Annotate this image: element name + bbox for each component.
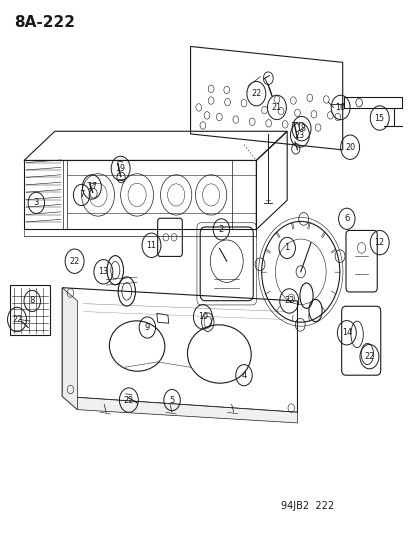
Text: 6: 6 (343, 214, 349, 223)
Text: 23: 23 (294, 131, 304, 140)
Text: 22: 22 (69, 257, 80, 265)
Text: 5: 5 (169, 395, 174, 405)
Text: 22: 22 (12, 315, 22, 324)
Text: 9: 9 (145, 323, 150, 332)
Text: 22: 22 (251, 89, 261, 98)
Text: 13: 13 (98, 268, 108, 276)
Text: 17: 17 (87, 182, 97, 191)
Text: 3: 3 (33, 198, 39, 207)
Text: 21: 21 (271, 103, 281, 112)
Polygon shape (62, 397, 297, 423)
Text: 8: 8 (29, 296, 35, 305)
Text: 22: 22 (123, 395, 134, 405)
Text: 22: 22 (283, 296, 294, 305)
Text: 94JB2  222: 94JB2 222 (280, 502, 333, 512)
Text: 18: 18 (296, 124, 306, 133)
Text: 2: 2 (218, 225, 223, 234)
Polygon shape (62, 288, 77, 410)
Text: 7: 7 (79, 190, 84, 199)
Text: 20: 20 (344, 143, 354, 152)
Text: 11: 11 (146, 241, 156, 250)
Text: 12: 12 (374, 238, 384, 247)
Text: 22: 22 (363, 352, 374, 361)
Text: 1: 1 (284, 244, 289, 253)
Text: 16: 16 (335, 103, 345, 112)
Text: 4: 4 (241, 370, 246, 379)
Text: 15: 15 (374, 114, 384, 123)
Text: 19: 19 (115, 164, 126, 173)
Text: 8A-222: 8A-222 (14, 14, 74, 30)
Text: 14: 14 (341, 328, 351, 337)
Text: 10: 10 (197, 312, 207, 321)
